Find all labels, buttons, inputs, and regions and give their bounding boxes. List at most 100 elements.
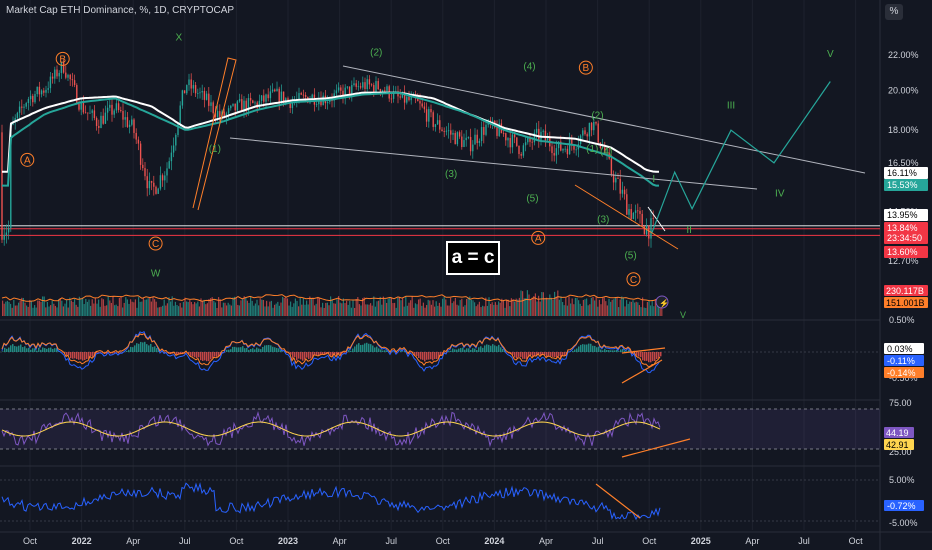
- volume-bar: [336, 299, 338, 316]
- candle-body: [10, 124, 12, 228]
- trendline-upper: [342, 65, 866, 174]
- callout-a-equals-c: a = c: [446, 241, 500, 275]
- volume-bar: [467, 297, 469, 316]
- candle-body: [373, 85, 375, 93]
- candle-body: [144, 168, 146, 177]
- volume-bar: [326, 302, 328, 316]
- macd-hist-bar: [118, 352, 120, 354]
- volume-bar: [179, 303, 181, 316]
- macd-hist-bar: [14, 346, 16, 352]
- candle-body: [529, 137, 531, 142]
- volume-bar: [216, 307, 218, 316]
- volume-bar: [651, 300, 653, 316]
- candle-body: [27, 99, 30, 104]
- candle-body: [406, 96, 408, 103]
- candle-body: [562, 148, 564, 151]
- percent-scale-button[interactable]: %: [885, 4, 903, 20]
- orange-line-right: [574, 184, 679, 250]
- volume-bar: [578, 300, 580, 316]
- volume-bar: [99, 306, 101, 316]
- macd-hist-bar: [232, 346, 234, 352]
- candle-body: [87, 112, 89, 114]
- candle-body: [56, 69, 58, 77]
- macd-hist-bar: [482, 347, 484, 352]
- macd-hist-bar: [146, 344, 148, 352]
- volume-bar: [198, 306, 200, 316]
- volume-bar: [472, 300, 474, 316]
- macd-hist-bar: [594, 345, 596, 352]
- macd-hist-bar: [276, 347, 278, 352]
- volume-bar: [275, 303, 277, 316]
- candle-body: [5, 232, 8, 236]
- macd-hist-bar: [480, 346, 482, 352]
- macd-hist-bar: [380, 349, 382, 352]
- macd-hist-bar: [32, 348, 34, 352]
- macd-hist-bar: [458, 348, 460, 352]
- volume-bar: [501, 298, 503, 316]
- candle-body: [463, 140, 465, 148]
- wave-label: III: [727, 100, 735, 111]
- wave-label: (4): [523, 61, 535, 72]
- volume-bar: [344, 303, 346, 316]
- candle-body: [456, 132, 459, 145]
- volume-bar: [269, 301, 271, 316]
- candle-body: [73, 80, 76, 86]
- macd-hist-bar: [234, 346, 236, 352]
- volume-bar: [376, 301, 378, 316]
- volume-bar: [493, 304, 495, 316]
- volume-bar: [102, 299, 104, 316]
- macd-hist-bar: [214, 352, 216, 357]
- macd-hist-bar: [304, 352, 306, 360]
- candle-body: [186, 85, 188, 94]
- volume-bar: [558, 299, 560, 316]
- macd-hist-bar: [84, 352, 86, 361]
- macd-hist-bar: [550, 352, 552, 356]
- volume-bar: [290, 301, 292, 316]
- macd-hist-bar: [564, 352, 566, 356]
- candle-body: [238, 99, 241, 102]
- volume-bar: [267, 306, 269, 316]
- volume-bar: [360, 305, 362, 316]
- volume-bar: [283, 297, 285, 316]
- volume-bar: [200, 298, 202, 316]
- volume-bar: [470, 299, 472, 316]
- volume-bar: [458, 305, 460, 316]
- volume-bar: [251, 300, 253, 316]
- volume-bar: [416, 304, 418, 316]
- candle-body: [370, 84, 373, 86]
- volume-bar: [70, 300, 72, 316]
- volume-bar: [34, 305, 36, 316]
- macd-hist-bar: [52, 348, 54, 352]
- wave-label: II: [686, 225, 692, 236]
- price-label-box: [884, 222, 928, 234]
- candle-body: [478, 140, 481, 143]
- volume-bar: [523, 298, 525, 316]
- volume-bar: [469, 296, 471, 316]
- volume-bar: [347, 304, 349, 316]
- volume-bar: [323, 307, 325, 316]
- volume-bar: [157, 307, 159, 316]
- macd-hist-bar: [420, 352, 422, 360]
- macd-hist-bar: [120, 352, 122, 353]
- x-tick-label: Apr: [333, 536, 347, 546]
- wave-projection-line: [651, 81, 831, 233]
- volume-bar: [365, 304, 367, 316]
- candle-body: [632, 212, 635, 219]
- volume-bar: [570, 303, 572, 316]
- volume-bar: [35, 307, 37, 316]
- volume-bar: [429, 300, 431, 316]
- macd-hist-bar: [386, 350, 388, 352]
- macd-hist-bar: [580, 344, 582, 352]
- macd-hist-bar: [414, 352, 416, 356]
- candle-body: [67, 74, 69, 78]
- volume-bar: [506, 299, 508, 316]
- macd-hist-bar: [656, 352, 658, 359]
- volume-bar: [400, 300, 402, 316]
- volume-bar: [430, 304, 432, 316]
- wave-label: W: [151, 269, 161, 280]
- volume-bar: [390, 297, 392, 316]
- macd-hist-bar: [188, 352, 190, 355]
- candle-body: [38, 86, 41, 95]
- macd-hist-bar: [544, 352, 546, 355]
